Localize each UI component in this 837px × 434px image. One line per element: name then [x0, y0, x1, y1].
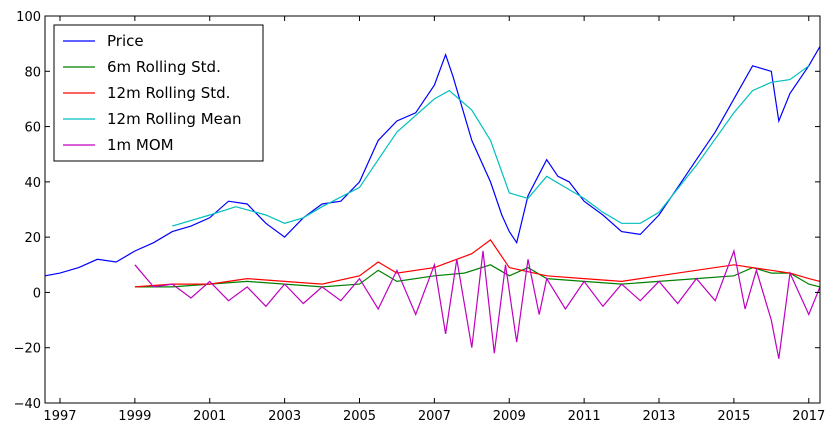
y-tick-label: 60	[24, 121, 41, 136]
y-tick-label: −20	[14, 342, 41, 357]
x-tick-label: 2015	[717, 409, 750, 424]
x-tick-label: 2007	[418, 409, 451, 424]
y-tick-label: 80	[24, 65, 41, 80]
series-layer	[44, 46, 821, 359]
x-tick-label: 1999	[118, 409, 151, 424]
legend: Price 6m Rolling Std. 12m Rolling Std. 12m …	[53, 24, 264, 162]
legend-label-12m-rolling-std: 12m Rolling Std.	[107, 84, 230, 102]
x-tick-label: 2013	[642, 409, 675, 424]
legend-label-12m-rolling-mean: 12m Rolling Mean	[107, 110, 242, 128]
x-tick-label: 2011	[568, 409, 601, 424]
legend-label-1m-mom: 1m MOM	[107, 136, 174, 154]
ticks-layer: 1997 1999 2001 2003 2005 2007 2009 2011 2013 2015…	[14, 10, 826, 424]
y-tick-label: −40	[14, 397, 41, 412]
y-tick-label: 0	[33, 286, 41, 301]
y-tick-label: 20	[24, 231, 41, 246]
y-tick-label: 40	[24, 176, 41, 191]
series-line-price	[44, 46, 821, 277]
legend-label-price: Price	[107, 32, 144, 50]
x-tick-label: 1997	[43, 409, 76, 424]
x-tick-label: 2005	[343, 409, 376, 424]
series-line-12m-rolling-std	[134, 239, 821, 288]
series-line-12m-rolling-mean	[172, 65, 810, 227]
plot-frame	[44, 15, 821, 404]
x-tick-label: 2009	[493, 409, 526, 424]
y-tick-label: 100	[16, 10, 41, 25]
legend-label-6m-rolling-std: 6m Rolling Std.	[107, 58, 221, 76]
x-tick-label: 2001	[193, 409, 226, 424]
x-tick-label: 2003	[268, 409, 301, 424]
x-tick-label: 2017	[792, 409, 825, 424]
series-line-1m-mom	[134, 248, 821, 359]
